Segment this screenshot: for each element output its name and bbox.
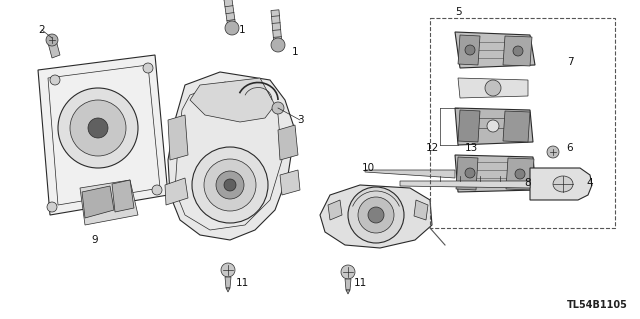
- Circle shape: [341, 265, 355, 279]
- Text: 1: 1: [239, 25, 245, 35]
- Polygon shape: [458, 78, 528, 98]
- Circle shape: [224, 179, 236, 191]
- Text: 8: 8: [525, 178, 531, 188]
- Polygon shape: [400, 181, 530, 188]
- Circle shape: [88, 118, 108, 138]
- Polygon shape: [168, 72, 295, 240]
- Circle shape: [465, 168, 475, 178]
- Polygon shape: [458, 35, 480, 65]
- Polygon shape: [225, 277, 231, 288]
- Polygon shape: [503, 111, 530, 142]
- Text: 4: 4: [587, 178, 593, 188]
- Polygon shape: [226, 288, 230, 292]
- Bar: [430, 18, 615, 228]
- Polygon shape: [458, 110, 480, 142]
- Text: 12: 12: [426, 143, 438, 153]
- Polygon shape: [80, 180, 138, 225]
- Polygon shape: [503, 36, 532, 66]
- Polygon shape: [278, 125, 298, 160]
- Circle shape: [46, 34, 58, 46]
- Circle shape: [513, 46, 523, 56]
- Text: 11: 11: [353, 278, 367, 288]
- Text: 5: 5: [454, 7, 461, 17]
- Polygon shape: [345, 279, 351, 290]
- Polygon shape: [112, 180, 134, 212]
- Circle shape: [485, 80, 501, 96]
- Circle shape: [58, 88, 138, 168]
- Polygon shape: [455, 155, 536, 192]
- Circle shape: [272, 102, 284, 114]
- Polygon shape: [38, 55, 168, 215]
- Text: 10: 10: [362, 163, 374, 173]
- Polygon shape: [271, 10, 282, 45]
- Polygon shape: [280, 170, 300, 195]
- Polygon shape: [455, 32, 535, 68]
- Text: 2: 2: [38, 25, 45, 35]
- Ellipse shape: [553, 176, 573, 192]
- Circle shape: [143, 63, 153, 73]
- Text: 1: 1: [292, 47, 298, 57]
- Text: 11: 11: [236, 278, 248, 288]
- Text: 9: 9: [92, 235, 99, 245]
- Circle shape: [216, 171, 244, 199]
- Polygon shape: [223, 0, 236, 29]
- Circle shape: [348, 187, 404, 243]
- Circle shape: [50, 75, 60, 85]
- Polygon shape: [165, 178, 188, 205]
- Polygon shape: [455, 108, 533, 145]
- Polygon shape: [530, 168, 592, 200]
- Polygon shape: [456, 157, 478, 190]
- Polygon shape: [82, 186, 114, 218]
- Polygon shape: [365, 170, 455, 178]
- Circle shape: [221, 263, 235, 277]
- Circle shape: [152, 185, 162, 195]
- Polygon shape: [414, 200, 428, 220]
- Polygon shape: [320, 185, 432, 248]
- Polygon shape: [190, 78, 275, 122]
- Polygon shape: [346, 290, 350, 294]
- Circle shape: [358, 197, 394, 233]
- Circle shape: [204, 159, 256, 211]
- Circle shape: [547, 146, 559, 158]
- Circle shape: [70, 100, 126, 156]
- Circle shape: [515, 169, 525, 179]
- Circle shape: [271, 38, 285, 52]
- Text: TL54B1105: TL54B1105: [567, 300, 628, 310]
- Circle shape: [47, 202, 57, 212]
- Text: 6: 6: [566, 143, 573, 153]
- Circle shape: [192, 147, 268, 223]
- Text: 7: 7: [566, 57, 573, 67]
- Polygon shape: [48, 40, 60, 58]
- Circle shape: [487, 120, 499, 132]
- Polygon shape: [168, 115, 188, 160]
- Circle shape: [225, 21, 239, 35]
- Text: 3: 3: [297, 115, 303, 125]
- Circle shape: [465, 45, 475, 55]
- Text: 13: 13: [465, 143, 477, 153]
- Circle shape: [368, 207, 384, 223]
- Polygon shape: [328, 200, 342, 220]
- Polygon shape: [506, 158, 534, 190]
